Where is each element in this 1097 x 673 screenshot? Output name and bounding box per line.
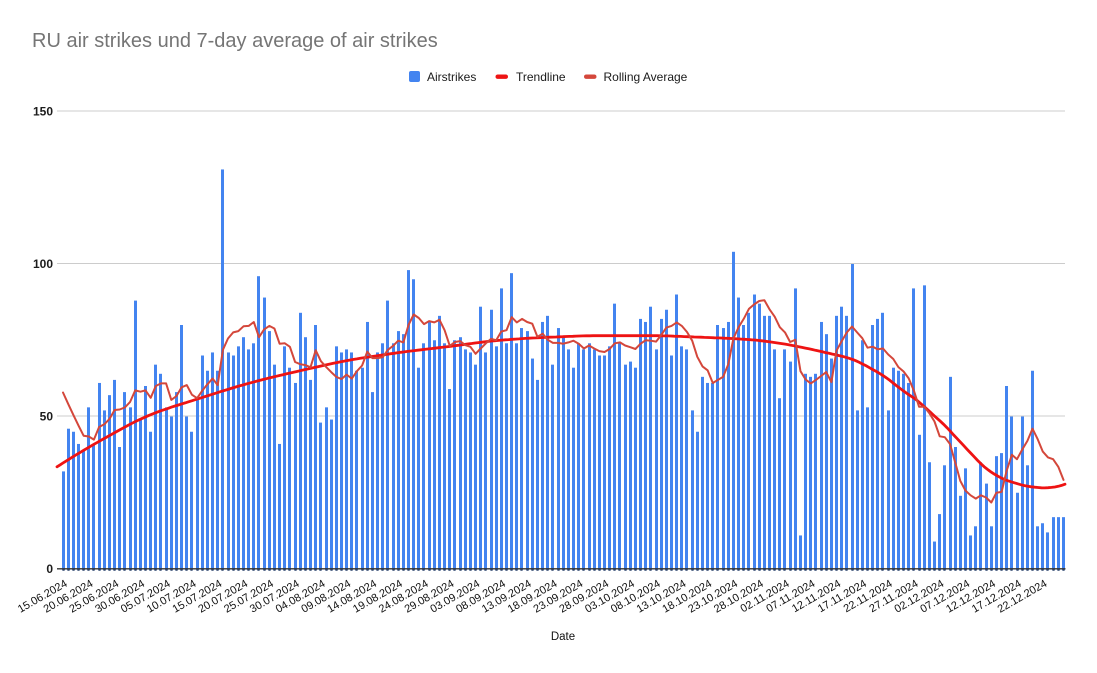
svg-text:0: 0 bbox=[46, 562, 53, 576]
svg-text:50: 50 bbox=[40, 410, 54, 424]
svg-text:Date: Date bbox=[551, 631, 575, 643]
svg-text:RU air strikes und 7-day avera: RU air strikes und 7-day average of air … bbox=[32, 30, 438, 52]
svg-text:100: 100 bbox=[33, 257, 53, 271]
svg-text:Trendline: Trendline bbox=[516, 70, 566, 84]
svg-text:Rolling Average: Rolling Average bbox=[604, 70, 688, 84]
svg-text:150: 150 bbox=[33, 105, 53, 119]
svg-text:Airstrikes: Airstrikes bbox=[427, 70, 476, 84]
